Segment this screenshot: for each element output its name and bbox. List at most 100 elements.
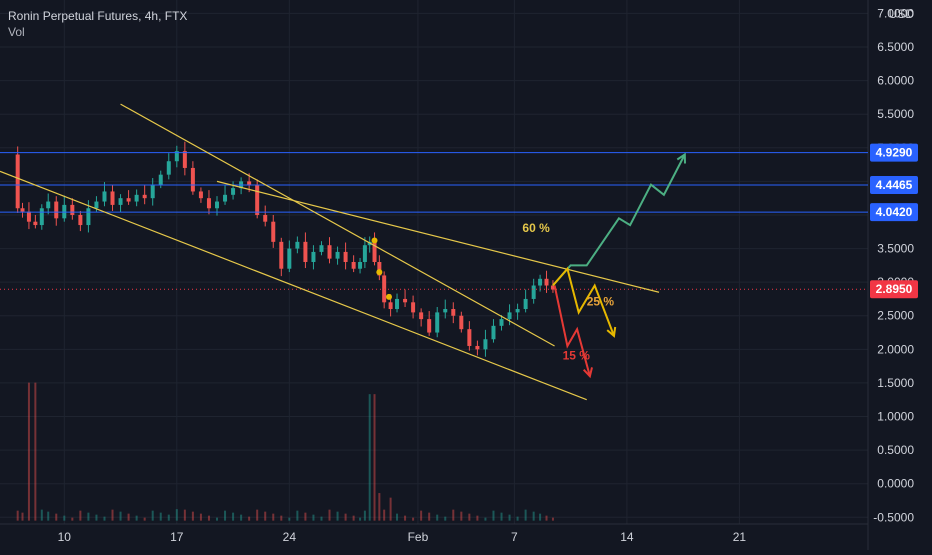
volume-bar bbox=[404, 515, 407, 521]
volume-bar bbox=[119, 511, 122, 521]
volume-bar bbox=[248, 516, 251, 521]
pivot-marker bbox=[376, 269, 383, 276]
volume-bar bbox=[207, 515, 210, 521]
candle-body bbox=[443, 309, 448, 313]
candle-body bbox=[538, 278, 543, 286]
volume-bar bbox=[436, 514, 439, 521]
volume-bar bbox=[460, 511, 463, 521]
volume-bar bbox=[232, 512, 235, 521]
volume-bar bbox=[452, 509, 455, 521]
candle-body bbox=[33, 221, 38, 226]
chart-legend: Ronin Perpetual Futures, 4h, FTX Vol bbox=[8, 8, 187, 40]
price-level-tag bbox=[870, 143, 918, 162]
candle-body bbox=[206, 198, 211, 209]
volume-bar bbox=[63, 515, 66, 521]
trendline[interactable] bbox=[216, 180, 660, 293]
volume-bar bbox=[264, 511, 267, 521]
x-tick-label: 17 bbox=[170, 530, 184, 544]
y-tick-label: 0.0000 bbox=[877, 477, 914, 491]
bullish-scenario-arrow[interactable] bbox=[552, 154, 686, 287]
candle-body bbox=[263, 214, 268, 222]
candle-body bbox=[134, 194, 139, 202]
candle-body bbox=[70, 204, 75, 215]
bearish-scenario-arrow[interactable] bbox=[553, 285, 591, 377]
volume-bar bbox=[27, 382, 30, 521]
candle-body bbox=[335, 251, 340, 259]
candle-body bbox=[20, 208, 25, 212]
candle-body bbox=[198, 191, 203, 199]
x-tick-label: 24 bbox=[283, 530, 297, 544]
candle-body bbox=[467, 329, 472, 346]
candle-body bbox=[499, 319, 504, 326]
candle-body bbox=[255, 184, 260, 215]
volume-label: Vol bbox=[8, 25, 25, 39]
bearish-scenario-arrow-head bbox=[582, 367, 593, 379]
volume-bar bbox=[545, 515, 548, 521]
volume-bar bbox=[34, 382, 37, 521]
price-level-tag-label: 4.9290 bbox=[876, 146, 913, 160]
candle-body bbox=[362, 245, 367, 262]
scenario-probability-label: 15 % bbox=[563, 348, 591, 362]
y-tick-label: 6.5000 bbox=[877, 40, 914, 54]
volume-bar bbox=[183, 509, 186, 521]
x-tick-label: 14 bbox=[620, 530, 634, 544]
volume-bar bbox=[368, 394, 371, 521]
candle-body bbox=[311, 251, 316, 262]
volume-bar bbox=[71, 517, 74, 521]
volume-bar bbox=[516, 516, 519, 521]
volume-bar bbox=[240, 514, 243, 521]
neutral-scenario-arrow[interactable] bbox=[552, 266, 615, 337]
y-tick-label: 5.5000 bbox=[877, 107, 914, 121]
candle-body bbox=[319, 245, 324, 252]
candle-body bbox=[295, 241, 300, 249]
volume-bar bbox=[159, 512, 162, 521]
volume-bar bbox=[444, 516, 447, 521]
volume-bar bbox=[175, 509, 178, 521]
x-tick-label: 21 bbox=[733, 530, 747, 544]
candle-body bbox=[94, 201, 99, 209]
candle-body bbox=[523, 298, 528, 310]
volume-bar bbox=[336, 511, 339, 521]
trendline[interactable] bbox=[120, 103, 555, 347]
y-tick-label: 6.0000 bbox=[877, 74, 914, 88]
candle-body bbox=[78, 214, 83, 226]
y-tick-label: -0.5000 bbox=[873, 510, 914, 524]
candle-body bbox=[118, 198, 123, 205]
candle-body bbox=[451, 309, 456, 316]
candle-body bbox=[190, 167, 195, 192]
volume-bar bbox=[143, 517, 146, 521]
volume-bar bbox=[216, 517, 218, 521]
volume-bar bbox=[532, 511, 535, 521]
scenario-probability-label: 60 % bbox=[522, 221, 550, 235]
volume-bar bbox=[396, 513, 399, 521]
volume-bar bbox=[476, 515, 479, 521]
volume-bar bbox=[383, 509, 386, 521]
candle-body bbox=[358, 262, 363, 269]
candle-body bbox=[110, 191, 115, 205]
volume-bar bbox=[359, 517, 362, 521]
volume-bar bbox=[551, 517, 554, 521]
trendline[interactable] bbox=[0, 170, 587, 401]
volume-bar bbox=[191, 511, 194, 521]
pivot-marker bbox=[371, 237, 378, 244]
volume-bar bbox=[524, 509, 527, 521]
current-price-tag-label: 2.8950 bbox=[876, 282, 913, 296]
volume-bar bbox=[304, 512, 307, 521]
volume-bar bbox=[312, 514, 315, 521]
candle-body bbox=[411, 302, 416, 313]
currency-label: USD bbox=[889, 7, 915, 21]
volume-bar bbox=[492, 510, 495, 521]
price-level-tag bbox=[870, 175, 918, 194]
volume-bar bbox=[272, 513, 275, 521]
volume-bar bbox=[55, 513, 58, 521]
x-tick-label: 10 bbox=[58, 530, 72, 544]
volume-bar bbox=[320, 516, 323, 521]
candle-body bbox=[483, 339, 488, 350]
volume-bar bbox=[111, 509, 114, 521]
volume-bar bbox=[288, 517, 291, 521]
candle-body bbox=[459, 315, 464, 330]
candle-body bbox=[142, 194, 147, 199]
